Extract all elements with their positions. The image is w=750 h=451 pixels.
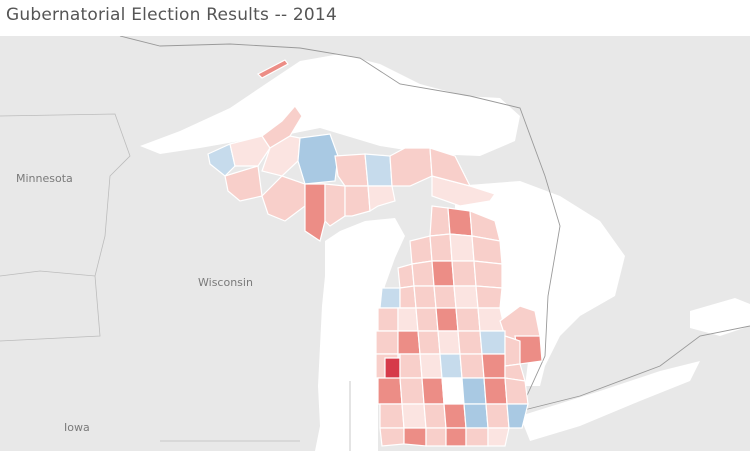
up-west xyxy=(207,143,236,177)
lp-county xyxy=(377,307,399,332)
lp-county xyxy=(433,285,457,309)
lp-county xyxy=(397,307,419,332)
lp-county xyxy=(397,330,421,355)
lp-county xyxy=(504,377,529,405)
lp-county xyxy=(425,427,447,447)
up-county xyxy=(344,185,371,217)
lp-county xyxy=(481,353,506,379)
choropleth-map[interactable]: Minnesota Wisconsin Iowa xyxy=(0,36,750,451)
lp-county xyxy=(429,205,451,237)
lp-county xyxy=(471,235,503,265)
up-county xyxy=(229,135,271,167)
up-county xyxy=(324,183,346,227)
lp-county xyxy=(477,307,506,332)
lp-county xyxy=(401,403,427,429)
lp-county xyxy=(455,307,481,332)
lp-county xyxy=(479,330,506,355)
lp-county xyxy=(453,285,479,309)
lp-county xyxy=(377,377,403,405)
lp-county xyxy=(485,403,510,429)
lp-county xyxy=(465,427,489,447)
lp-county xyxy=(463,403,489,429)
label-minnesota: Minnesota xyxy=(16,172,73,185)
lp-county xyxy=(457,330,483,355)
up-menominee xyxy=(304,183,326,242)
lake-michigan xyxy=(315,218,405,451)
lp-county xyxy=(419,353,443,379)
isle-royale xyxy=(256,59,289,79)
lp-county xyxy=(445,427,467,447)
up-county xyxy=(364,153,393,187)
lp-county xyxy=(379,287,401,309)
lp-county xyxy=(415,307,439,332)
up-county xyxy=(367,185,396,213)
lower-peninsula[interactable] xyxy=(375,205,543,447)
up-marquette xyxy=(297,133,339,185)
lp-county xyxy=(413,285,437,309)
lp-county xyxy=(475,285,503,309)
lp-county xyxy=(431,260,455,287)
lp-county xyxy=(451,260,477,287)
lp-county xyxy=(411,260,435,287)
up-county xyxy=(429,147,472,187)
lp-county xyxy=(439,353,463,379)
lp-county xyxy=(429,233,453,262)
lp-county xyxy=(487,427,510,447)
lp-wayne xyxy=(506,403,529,429)
lake-erie xyxy=(520,361,700,441)
lake-ontario xyxy=(690,298,750,336)
label-iowa: Iowa xyxy=(64,421,90,434)
lp-county xyxy=(409,235,433,265)
up-county xyxy=(224,165,263,202)
lp-county xyxy=(417,330,441,355)
lp-county xyxy=(399,353,423,379)
lp-county xyxy=(504,335,521,367)
lp-county xyxy=(447,207,473,237)
upper-peninsula[interactable] xyxy=(207,59,496,242)
lp-county xyxy=(449,233,475,262)
lp-county xyxy=(473,260,503,289)
lp-county xyxy=(435,307,459,332)
state-borders xyxy=(0,113,351,451)
lp-county xyxy=(375,330,399,355)
label-wisconsin: Wisconsin xyxy=(198,276,253,289)
lp-county xyxy=(437,330,461,355)
lp-county xyxy=(443,403,467,429)
lp-county xyxy=(399,377,425,405)
lp-county xyxy=(483,377,508,405)
international-border xyxy=(119,36,750,412)
lp-county xyxy=(379,403,405,429)
lp-county xyxy=(423,403,447,429)
map-title: Gubernatorial Election Results -- 2014 xyxy=(6,5,337,25)
lp-county xyxy=(379,427,405,447)
lp-county xyxy=(397,263,415,289)
lake-superior xyxy=(140,54,520,156)
lp-county xyxy=(461,377,487,405)
lp-county xyxy=(399,285,417,309)
lp-county xyxy=(403,427,427,447)
lp-county xyxy=(441,377,465,405)
lp-county xyxy=(421,377,445,405)
lp-county xyxy=(459,353,485,379)
